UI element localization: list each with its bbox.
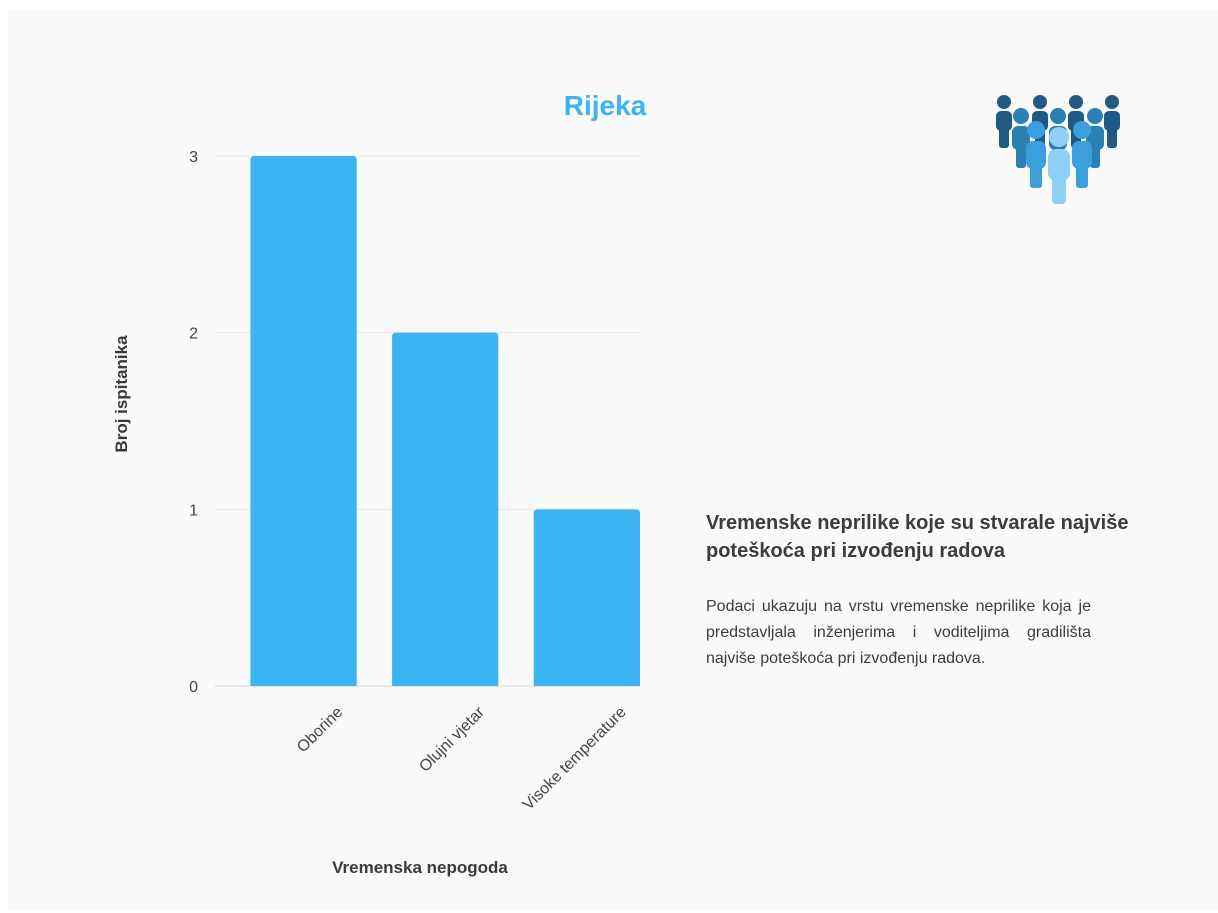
people-group-icon xyxy=(996,95,1120,204)
x-tick-label: Olujni vjetar xyxy=(416,703,488,775)
panel-description: Podaci ukazuju na vrstu vremenske nepril… xyxy=(706,598,1091,667)
y-tick-label: 2 xyxy=(189,326,198,343)
x-axis-label: Vremenska nepogoda xyxy=(332,858,508,877)
bar xyxy=(250,156,357,686)
bar xyxy=(533,509,640,686)
y-tick-label: 3 xyxy=(189,149,198,166)
y-tick-label: 0 xyxy=(189,679,198,696)
x-tick-label: Oborine xyxy=(294,704,346,756)
y-axis-label: Broj ispitanika xyxy=(112,335,131,453)
bar xyxy=(392,332,499,686)
chart-title: Rijeka xyxy=(563,90,647,121)
x-tick-label: Visoke temperature xyxy=(520,704,630,814)
y-tick-label: 1 xyxy=(189,502,198,519)
panel-title: Vremenske neprilike koje su stvarale naj… xyxy=(706,512,1129,562)
